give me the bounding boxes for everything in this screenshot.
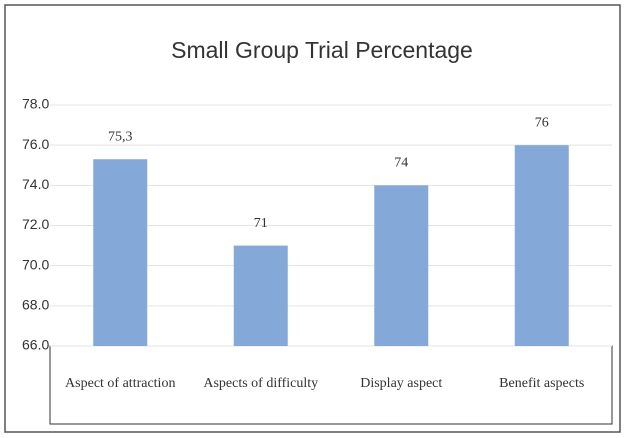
bar	[374, 185, 429, 346]
y-tick-label: 66.0	[22, 337, 49, 353]
y-tick-label: 72.0	[22, 216, 49, 232]
y-tick-label: 74.0	[22, 176, 49, 192]
bar	[93, 159, 148, 346]
bar	[233, 245, 288, 346]
x-tick-label: Aspect of attraction	[65, 376, 175, 391]
value-label: 75,3	[108, 129, 133, 144]
y-tick-label: 70.0	[22, 256, 49, 272]
x-tick-label: Aspects of difficulty	[203, 376, 318, 391]
chart-title: Small Group Trial Percentage	[171, 37, 473, 63]
value-label: 76	[535, 115, 549, 130]
bar	[514, 145, 569, 346]
y-tick-label: 68.0	[22, 297, 49, 313]
x-tick-label: Display aspect	[360, 376, 442, 391]
y-tick-label: 76.0	[22, 136, 49, 152]
y-tick-label: 78.0	[22, 96, 49, 112]
x-tick-label: Benefit aspects	[499, 376, 584, 391]
value-label: 71	[254, 216, 268, 231]
value-label: 74	[394, 156, 408, 171]
